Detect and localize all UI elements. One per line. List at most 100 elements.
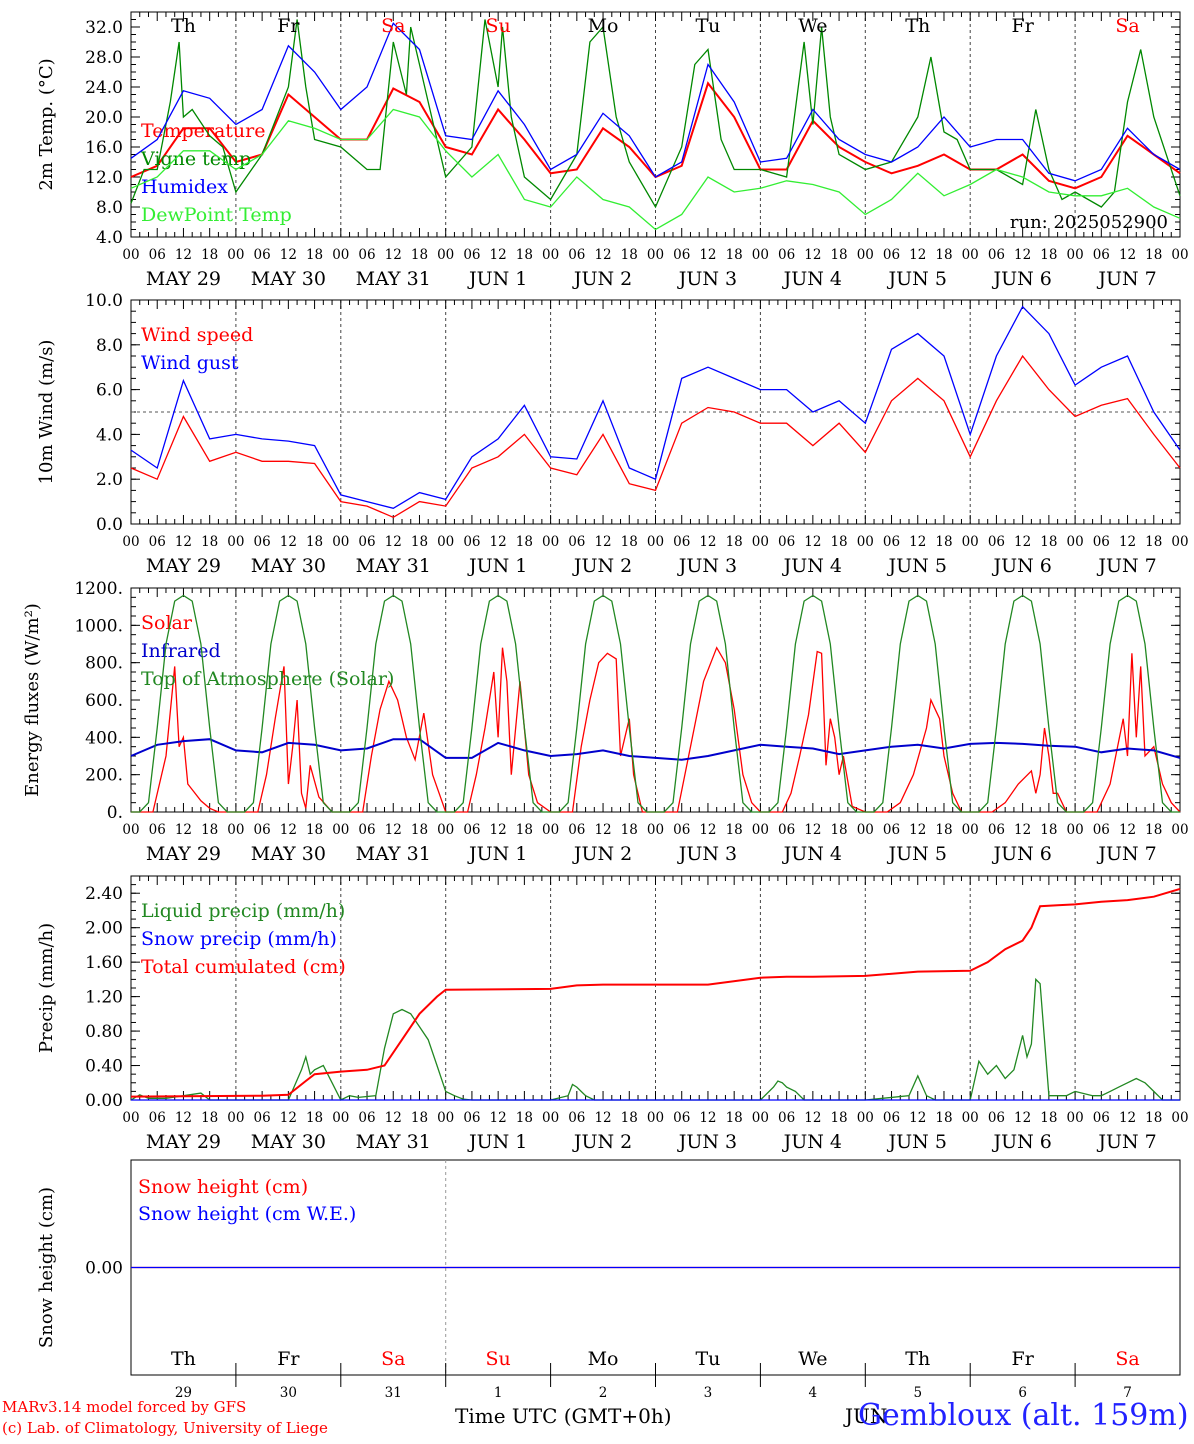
y-tick-label: 8.0 [96, 198, 123, 218]
x-tick-label: 12 [804, 822, 821, 838]
y-tick-label: 0.00 [85, 1259, 123, 1279]
x-tick-label: 18 [411, 822, 428, 838]
x-tick-label: 18 [830, 247, 847, 263]
date-label: MAY 30 [251, 555, 326, 577]
x-tick-label: 00 [332, 1110, 349, 1126]
legend-entry: DewPoint Temp [141, 204, 292, 226]
date-label: JUN 7 [1096, 555, 1156, 577]
series-line-1 [131, 646, 1181, 813]
y-tick-label: 12.0 [85, 168, 123, 188]
legend-entry: Liquid precip (mm/h) [141, 900, 345, 922]
x-tick-label: 00 [962, 247, 979, 263]
x-tick-label: 12 [385, 822, 402, 838]
x-tick-label: 18 [621, 822, 638, 838]
x-tick-label: 12 [490, 822, 507, 838]
day-of-week-label: Fr [277, 1348, 300, 1370]
x-tick-label: 06 [358, 247, 375, 263]
day-number-label: 1 [494, 1385, 503, 1401]
x-tick-label: 06 [568, 1110, 585, 1126]
x-tick-label: 18 [1040, 247, 1057, 263]
y-tick-label: 2.40 [85, 884, 123, 904]
series-line-2 [130, 738, 1181, 761]
y-axis-label: Energy fluxes (W/m²) [22, 603, 43, 797]
y-tick-label: 4.0 [96, 228, 123, 248]
date-label: MAY 30 [251, 843, 326, 865]
x-tick-label: 00 [332, 534, 349, 550]
x-tick-label: 06 [1093, 247, 1110, 263]
day-of-week-label: Sa [1115, 1348, 1139, 1370]
date-label: JUN 2 [572, 1131, 632, 1153]
x-tick-label: 18 [411, 247, 428, 263]
x-tick-label: 00 [542, 822, 559, 838]
x-tick-label: 00 [122, 1110, 139, 1126]
date-label: JUN 4 [782, 268, 842, 290]
x-tick-label: 18 [830, 1110, 847, 1126]
y-axis-label: 10m Wind (m/s) [36, 340, 57, 485]
date-label: JUN 6 [991, 555, 1051, 577]
x-tick-label: 00 [437, 247, 454, 263]
x-tick-label: 12 [1014, 534, 1031, 550]
x-tick-label: 06 [883, 247, 900, 263]
legend-entry: Snow precip (mm/h) [141, 928, 337, 950]
day-of-week-label: Su [486, 1348, 511, 1370]
x-tick-label: 06 [149, 822, 166, 838]
x-tick-label: 00 [647, 1110, 664, 1126]
series-line-1 [130, 354, 1181, 519]
x-tick-label: 06 [254, 822, 271, 838]
x-tick-label: 06 [673, 534, 690, 550]
x-tick-label: 18 [621, 1110, 638, 1126]
date-label: JUN 7 [1096, 843, 1156, 865]
x-tick-label: 06 [883, 822, 900, 838]
x-tick-label: 12 [804, 534, 821, 550]
x-tick-label: 12 [804, 1110, 821, 1126]
x-tick-label: 06 [988, 534, 1005, 550]
x-tick-label: 12 [1014, 1110, 1031, 1126]
day-of-week-label: Tu [695, 1348, 720, 1370]
series-line-2 [130, 305, 1181, 509]
x-tick-label: 06 [778, 534, 795, 550]
day-of-week-label: Fr [1012, 1348, 1035, 1370]
x-tick-label: 18 [306, 247, 323, 263]
x-tick-label: 12 [490, 247, 507, 263]
x-tick-label: 18 [201, 1110, 218, 1126]
x-tick-label: 18 [621, 534, 638, 550]
x-tick-label: 00 [122, 534, 139, 550]
series-line-3 [130, 22, 1181, 182]
x-tick-label: 06 [883, 1110, 900, 1126]
x-tick-label: 00 [332, 822, 349, 838]
day-number-label: 30 [280, 1385, 297, 1401]
day-number-label: 6 [1018, 1385, 1027, 1401]
x-tick-label: 00 [962, 822, 979, 838]
legend-entry: Infrared [141, 640, 221, 662]
date-label: JUN 7 [1096, 1131, 1156, 1153]
date-label: JUN 3 [677, 555, 737, 577]
day-of-week-label: Fr [277, 15, 300, 37]
panel-4: 0.00 0.40 0.80 1.20 1.60 2.00 2.40 Precip (mm/h… [36, 875, 1189, 1153]
y-tick-label: 2.0 [96, 470, 123, 490]
y-tick-label: 200. [85, 766, 123, 786]
x-tick-label: 00 [437, 1110, 454, 1126]
x-tick-label: 18 [621, 247, 638, 263]
x-tick-label: 00 [857, 1110, 874, 1126]
y-tick-label: 8.0 [96, 336, 123, 356]
day-of-week-label: Sa [381, 15, 405, 37]
y-tick-label: 32.0 [85, 18, 123, 38]
x-tick-label: 18 [935, 1110, 952, 1126]
y-tick-label: 16.0 [85, 138, 123, 158]
x-tick-label: 00 [227, 822, 244, 838]
day-of-week-label: Th [905, 1348, 930, 1370]
legend-entry: Total cumulated (cm) [141, 956, 346, 978]
panel-2: 0.0 2.0 4.0 6.0 8.0 10.0 10m Wind (m/s) Wind sp… [36, 291, 1189, 577]
y-tick-label: 0. [107, 803, 123, 823]
x-tick-label: 18 [726, 247, 743, 263]
legend-entry: Wind speed [141, 324, 253, 346]
x-tick-label: 00 [437, 822, 454, 838]
x-tick-label: 18 [201, 534, 218, 550]
x-tick-label: 00 [962, 534, 979, 550]
x-tick-label: 06 [1093, 534, 1110, 550]
model-credit: MARv3.14 model forced by GFS [2, 1398, 247, 1416]
x-tick-label: 12 [175, 1110, 192, 1126]
x-tick-label: 12 [1119, 247, 1136, 263]
